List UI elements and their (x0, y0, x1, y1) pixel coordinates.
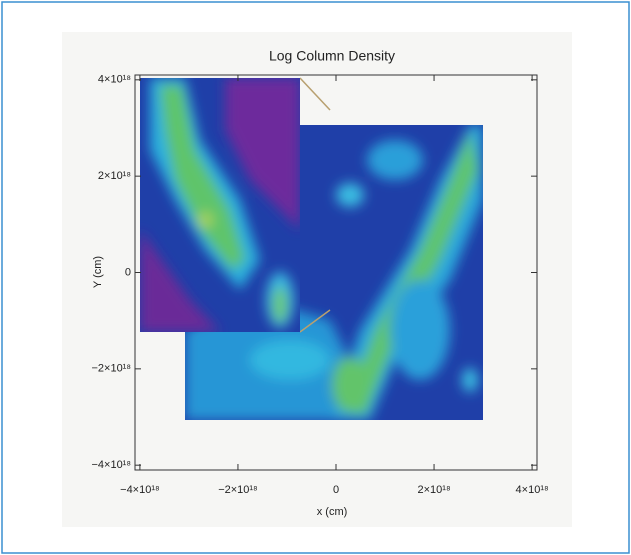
y-tick-label: 0 (125, 266, 131, 278)
y-tick-label: −4×10¹⁸ (91, 459, 131, 471)
inset-map (140, 78, 300, 332)
x-tick-label: 0 (333, 484, 339, 496)
chart-title: Log Column Density (269, 48, 395, 64)
y-tick-label: −2×10¹⁸ (91, 363, 131, 375)
x-tick-label: −4×10¹⁸ (120, 484, 160, 496)
x-tick-label: 2×10¹⁸ (418, 484, 451, 496)
page: Log Column Density x (cm) Y (cm) −4×10¹⁸… (0, 0, 631, 555)
x-axis-label: x (cm) (317, 506, 348, 518)
x-tick-label: 4×10¹⁸ (516, 484, 549, 496)
y-tick-label: 2×10¹⁸ (98, 170, 131, 182)
y-tick-label: 4×10¹⁸ (98, 74, 131, 86)
figure: Log Column Density x (cm) Y (cm) −4×10¹⁸… (0, 0, 631, 555)
x-tick-label: −2×10¹⁸ (218, 484, 258, 496)
y-axis-label: Y (cm) (92, 256, 104, 288)
